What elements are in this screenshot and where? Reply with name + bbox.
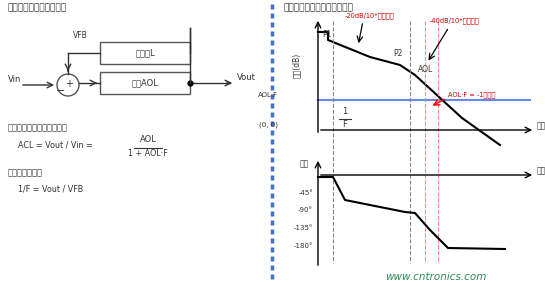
Text: AOL·F = -1禁区域: AOL·F = -1禁区域 [448, 91, 495, 98]
Text: 频率: 频率 [537, 121, 545, 130]
Text: +: + [65, 79, 73, 89]
Text: 运放AOL: 运放AOL [131, 78, 159, 88]
Text: 负反馈放大电路的闭环增益: 负反馈放大电路的闭环增益 [8, 123, 68, 132]
Text: -20dB/10*倍频衰减: -20dB/10*倍频衰减 [345, 12, 395, 19]
Text: ACL = Vout / Vin =: ACL = Vout / Vin = [18, 141, 93, 150]
Text: −: − [56, 86, 66, 96]
Text: 相位: 相位 [300, 159, 309, 168]
Text: P2: P2 [393, 49, 402, 58]
Text: -180°: -180° [294, 243, 313, 249]
Text: AOL·F: AOL·F [258, 92, 278, 98]
Text: -40dB/10*倍频衰减: -40dB/10*倍频衰减 [430, 17, 480, 24]
Text: 1/F = Vout / VFB: 1/F = Vout / VFB [18, 184, 83, 193]
Bar [100, 42, 190, 64]
Text: -45°: -45° [298, 190, 313, 196]
Text: VFB: VFB [73, 31, 88, 40]
Text: 反馈系数的倒数: 反馈系数的倒数 [8, 168, 43, 177]
Text: www.cntronics.com: www.cntronics.com [385, 272, 486, 282]
Text: 负反馈L: 负反馈L [135, 49, 155, 57]
Text: P1: P1 [322, 30, 331, 39]
Bar [100, 72, 190, 94]
Text: 增益(dB): 增益(dB) [292, 53, 301, 78]
Text: 1 + AOL·F: 1 + AOL·F [128, 149, 168, 158]
Text: 频率: 频率 [537, 166, 545, 175]
Text: 1: 1 [342, 107, 348, 116]
Text: Vin: Vin [8, 75, 21, 84]
Text: (0, 0): (0, 0) [259, 122, 278, 128]
Text: AOL: AOL [140, 135, 156, 144]
Text: F: F [343, 120, 348, 129]
Text: -90°: -90° [298, 207, 313, 213]
Text: AOL: AOL [418, 65, 433, 74]
Text: 运放负反馈放大电路模型: 运放负反馈放大电路模型 [8, 3, 67, 12]
Text: Vout: Vout [237, 73, 256, 82]
Text: 运放负反馈放大电路频域模型: 运放负反馈放大电路频域模型 [283, 3, 353, 12]
Text: -135°: -135° [294, 225, 313, 231]
